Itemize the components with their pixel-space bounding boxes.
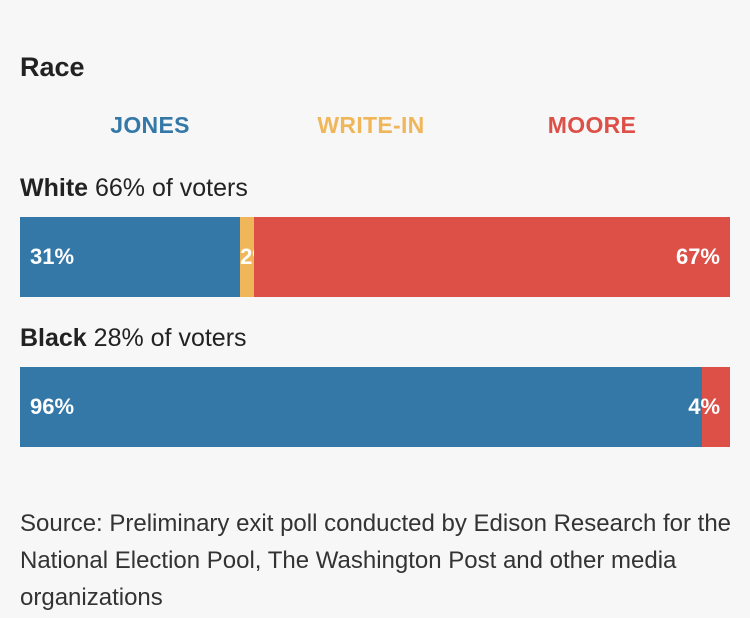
legend: JONES WRITE-IN MOORE — [0, 112, 750, 146]
bar-value-label: 4% — [688, 394, 720, 419]
bar-segment-moore — [254, 217, 730, 297]
bar-value-label: 67% — [675, 244, 720, 269]
bar-value-label: 96% — [30, 394, 75, 419]
chart-title: Race — [20, 52, 85, 82]
group-label-black: Black 28% of voters — [20, 324, 247, 353]
group-name: Black — [20, 324, 87, 352]
bar-segment-write-in — [240, 217, 255, 297]
stacked-bar-black: 96% 4% — [20, 367, 730, 447]
group-share: 66% of voters — [95, 174, 248, 202]
legend-item-jones: JONES — [110, 112, 190, 138]
group-name: White — [20, 174, 89, 202]
legend-item-moore: MOORE — [547, 112, 637, 138]
bar-segment-moore — [701, 367, 730, 447]
bar-value-label: 31% — [30, 244, 75, 269]
bar-segment-jones — [20, 217, 241, 297]
legend-item-write-in: WRITE-IN — [317, 112, 425, 138]
source-note: Source: Preliminary exit poll conducted … — [20, 510, 732, 611]
bar-segment-jones — [20, 367, 702, 447]
stacked-bar-white: 31%2%67% — [20, 217, 730, 297]
group-label-white: White 66% of voters — [20, 174, 248, 203]
group-share: 28% of voters — [93, 324, 247, 352]
